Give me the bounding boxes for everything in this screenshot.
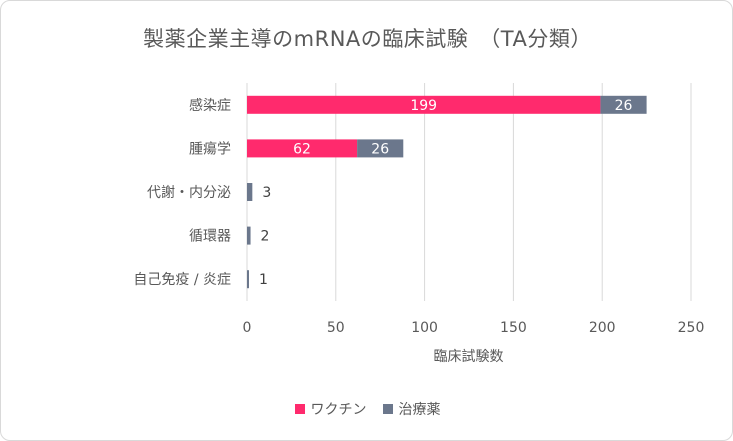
data-label: 62 <box>293 141 311 157</box>
legend-swatch <box>382 404 393 414</box>
category-label: 感染症 <box>189 97 231 114</box>
bar-segment <box>247 183 253 201</box>
data-label: 3 <box>262 185 271 201</box>
data-label: 1 <box>259 272 268 288</box>
legend-swatch <box>294 404 305 414</box>
chart-title: 製薬企業主導のmRNAの臨床試験 （TA分類） <box>143 27 592 51</box>
category-label: 代謝・内分泌 <box>147 185 231 201</box>
data-label: 26 <box>615 98 633 114</box>
bar-segment <box>600 95 647 114</box>
x-tick-label: 200 <box>589 320 616 336</box>
x-tick-label: 250 <box>678 320 705 336</box>
x-tick-label: 100 <box>411 320 438 336</box>
x-tick-label: 50 <box>327 320 345 336</box>
category-label: 自己免疫 / 炎症 <box>133 272 231 288</box>
data-label: 199 <box>410 98 437 114</box>
x-tick-label: 150 <box>500 320 527 336</box>
data-label: 2 <box>261 229 270 245</box>
legend-label: ワクチン <box>310 402 367 418</box>
bar-segment <box>247 226 251 245</box>
bar-segment <box>247 139 358 158</box>
chart-legend: ワクチン 治療薬 <box>1 399 732 419</box>
x-axis-label: 臨床試験数 <box>433 349 504 365</box>
legend-item: ワクチン <box>294 399 367 419</box>
bar-segment <box>247 95 601 114</box>
legend-label: 治療薬 <box>398 402 441 418</box>
data-label: 26 <box>371 141 389 157</box>
category-label: 循環器 <box>189 229 231 245</box>
bar-segment <box>247 270 249 289</box>
x-tick-label: 0 <box>243 320 252 336</box>
category-label: 腫瘍学 <box>189 140 231 157</box>
bar-segment <box>357 139 404 158</box>
legend-item: 治療薬 <box>382 399 441 419</box>
